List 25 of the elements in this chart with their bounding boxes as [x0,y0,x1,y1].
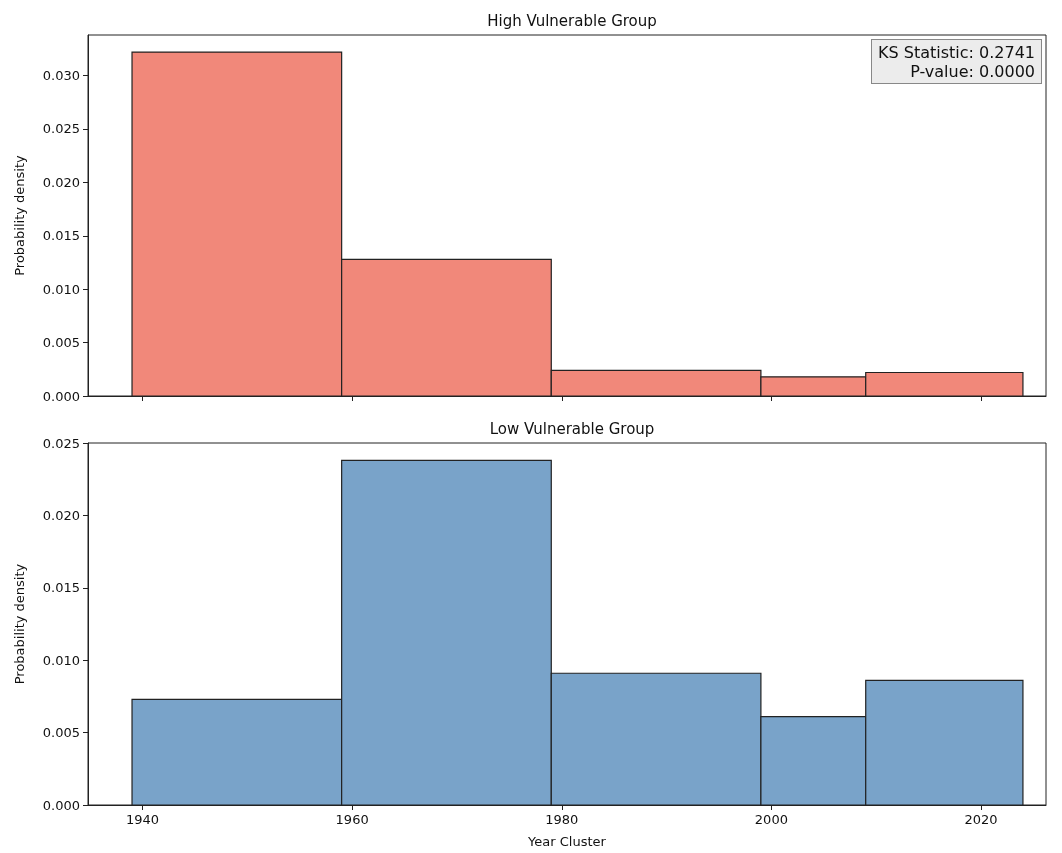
x-tick-label: 2020 [964,812,998,827]
y-tick-label: 0.005 [42,335,80,351]
y-axis-title: Probability density [12,563,27,685]
x-tick-label: 1980 [545,812,579,827]
y-tick-label: 0.025 [42,121,80,137]
annotation: P-value: 0.0000 [910,62,1035,81]
y-axis-title: Probability density [12,154,27,276]
y-tick-label: 0.000 [42,797,80,813]
x-axis-title: Year Cluster [527,834,607,849]
x-tick-label: 1940 [125,812,160,827]
y-tick-label: 0.015 [42,228,80,244]
y-tick-label: 0.020 [42,507,80,523]
x-tick-label: 1960 [335,812,369,827]
y-tick-label: 0.010 [42,652,80,668]
chart-title: Low Vulnerable Group [489,419,655,438]
y-tick-label: 0.020 [42,174,80,190]
y-tick-label: 0.000 [42,388,80,404]
y-tick-label: 0.010 [42,281,80,297]
y-tick-label: 0.025 [42,435,80,451]
y-tick-label: 0.015 [42,580,80,596]
annotation: KS Statistic: 0.2741 [878,43,1035,62]
x-tick-label: 2000 [754,812,788,827]
chart-title: High Vulnerable Group [487,11,657,30]
y-tick-label: 0.005 [42,725,80,741]
y-tick-label: 0.030 [42,68,80,84]
